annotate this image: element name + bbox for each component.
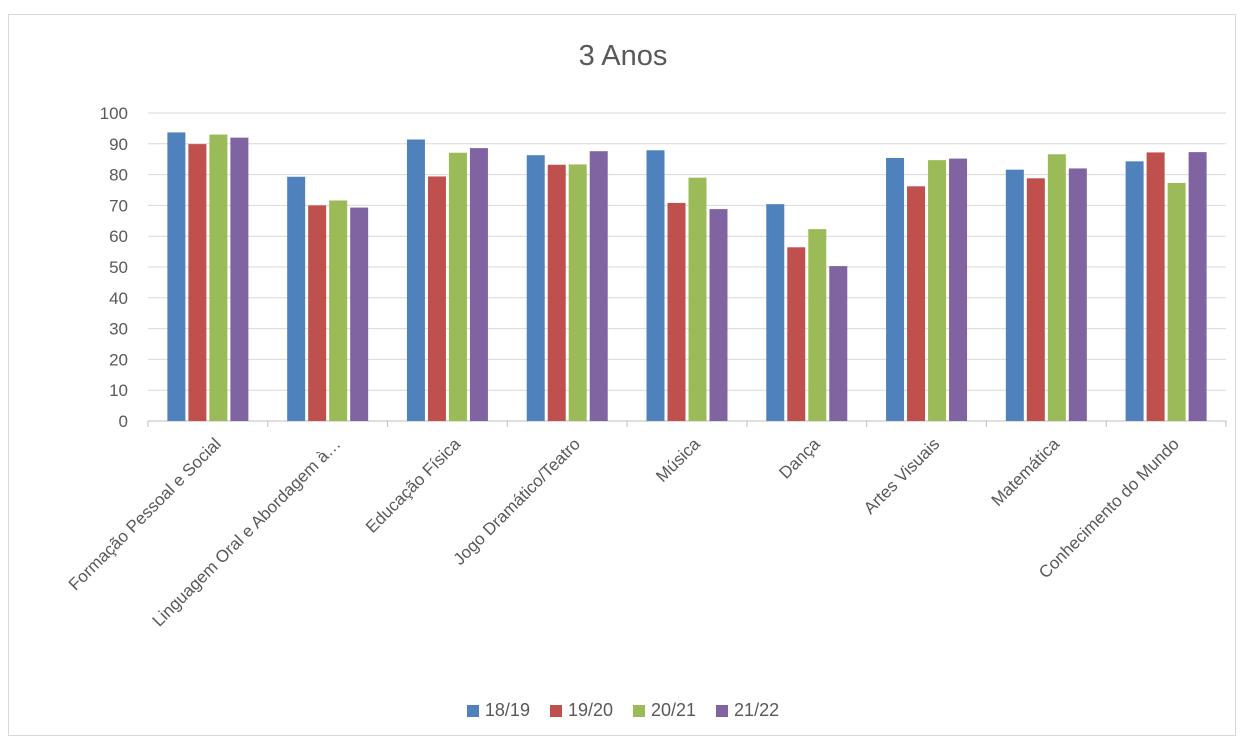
bar [406,139,425,421]
y-tick-label: 70 [109,196,128,215]
bar [188,144,207,421]
y-tick-label: 20 [109,350,128,369]
bar [808,229,827,421]
legend-item: 20/21 [633,700,696,721]
bar [1047,154,1066,421]
y-tick-label: 0 [119,412,128,431]
legend-label: 20/21 [651,700,697,720]
y-tick-label: 40 [109,289,128,308]
bar [350,207,369,421]
x-tick-label: Conhecimento do Mundo [1035,434,1183,582]
y-tick-label: 30 [109,320,128,339]
bar [766,204,785,421]
bar [209,134,228,421]
bar [1188,152,1207,421]
x-tick-label: Linguagem Oral e Abordagem à… [149,434,345,630]
x-tick-label: Matemática [988,434,1064,510]
legend-item: 18/19 [466,700,530,721]
y-tick-label: 60 [109,227,128,246]
bar [688,177,707,421]
bar [829,266,848,421]
bar [646,150,665,421]
legend-item: 21/22 [716,700,779,721]
bar [667,202,686,421]
legend-swatch [549,704,562,717]
bar [1068,168,1087,421]
y-tick-label: 80 [109,166,128,185]
legend-item: 19/20 [549,700,613,721]
x-tick-label: Jogo Dramático/Teatro [450,434,584,568]
x-tick-label: Educação Física [362,434,465,537]
x-tick-label: Música [652,434,704,486]
legend-label: 18/19 [484,700,530,720]
bar [167,132,186,422]
x-tick-label: Dança [775,434,824,483]
bar [709,209,728,421]
bar [589,151,608,421]
chart-title: 3 Anos [578,40,668,72]
bar [308,205,327,421]
bar [787,247,806,421]
bar [1005,169,1024,421]
chart-legend: 18/19 19/20 20/21 21/22 [0,700,1246,721]
legend-swatch [633,704,645,717]
bar [448,152,467,421]
bar [1026,178,1045,421]
bar [469,148,488,421]
y-tick-label: 50 [109,258,128,277]
bar [949,158,968,422]
legend-swatch [716,704,729,717]
y-tick-label: 10 [109,381,128,400]
bar [1125,161,1144,421]
bar [907,186,926,421]
y-tick-label: 100 [100,104,128,123]
bar [1146,152,1165,421]
legend-label: 19/20 [567,700,613,720]
bar [329,200,348,421]
bar [526,155,545,422]
bar [427,176,446,421]
bar [886,157,905,421]
x-tick-label: Artes Visuais [860,434,943,517]
bar [928,160,947,421]
bar [547,164,566,421]
legend-label: 21/22 [734,700,780,720]
bar [230,137,249,421]
y-tick-label: 90 [109,135,128,154]
bar [287,176,306,421]
bar [568,164,587,421]
bar [1167,182,1186,421]
legend-swatch [466,704,479,717]
